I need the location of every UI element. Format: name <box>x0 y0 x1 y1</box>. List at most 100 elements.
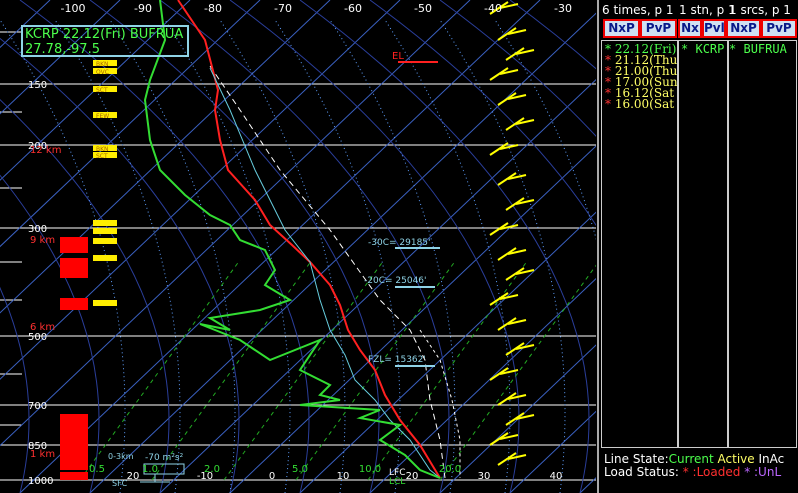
moist-adiabat <box>109 19 236 493</box>
time-item[interactable]: * 21.00(Thu <box>605 64 678 78</box>
time-item[interactable]: * 17.00(Sun <box>605 75 678 89</box>
stations-header: 1 stn, p 1 <box>679 3 736 17</box>
lfc-label: LFC <box>389 468 405 478</box>
top-temp-label: -100 <box>61 2 86 15</box>
wind-barb <box>497 452 517 466</box>
wind-barb <box>505 197 525 211</box>
moist-adiabat <box>54 19 181 493</box>
wetbulb-line <box>209 67 441 479</box>
stations-next-page-button[interactable]: Nx <box>678 19 702 38</box>
moist-adiabat <box>0 19 126 493</box>
cloud-layer-marker <box>93 152 117 158</box>
wind-barb-flag <box>499 144 519 150</box>
mixing-ratio-line <box>79 259 241 481</box>
isotherm-line <box>89 12 596 493</box>
isotherm-line <box>299 211 596 493</box>
wind-barb-flag <box>507 454 527 460</box>
time-item[interactable]: * 22.12(Fri) <box>605 42 677 56</box>
height-block <box>60 298 88 310</box>
pressure-label: 1000 <box>28 476 53 487</box>
cloud-layer-marker <box>93 68 117 74</box>
pressure-label: 700 <box>28 401 47 412</box>
dewpoint-line <box>143 0 441 479</box>
times-prev-page-button[interactable]: PvP <box>640 19 677 38</box>
isotherm-line <box>0 0 261 248</box>
cloud-cover-label: SCT <box>96 87 108 94</box>
dry-adiabat <box>89 0 380 493</box>
stations-list: * KCRP <box>678 40 728 448</box>
cloud-layer-marker <box>93 86 117 92</box>
sources-next-page-button[interactable]: NxP <box>726 19 761 38</box>
lcl-label: LCL <box>389 477 405 487</box>
wind-barb <box>489 67 509 81</box>
helicity-box <box>143 463 185 475</box>
wind-barb <box>497 392 517 406</box>
dry-adiabat <box>299 0 590 493</box>
wind-barb <box>489 367 509 381</box>
pressure-label: 200 <box>28 141 47 152</box>
wind-barb-flag <box>499 434 519 440</box>
moist-adiabat <box>219 19 346 493</box>
cloud-cover-label: FEW <box>96 113 109 120</box>
minus20-label: -20C= 25046' <box>364 276 427 286</box>
helicity-label: -70 m²s² <box>145 453 184 463</box>
height-block <box>60 440 88 470</box>
sources-prev-page-button[interactable]: PvP <box>761 19 797 38</box>
isotherm-line <box>509 410 596 493</box>
dry-adiabat <box>0 99 170 493</box>
isotherm-line <box>0 0 121 115</box>
isotherm-line <box>229 145 596 493</box>
isotherm-line <box>439 344 596 493</box>
wind-barb-flag <box>499 369 519 375</box>
isotherm-line <box>369 278 596 493</box>
bottom-temp-label: 20 <box>127 471 140 482</box>
sources-header: 1 srcs, p 1 <box>729 3 791 17</box>
wind-barb-flag <box>515 49 535 55</box>
virtual-temp-trace <box>419 329 461 478</box>
cloud-cover-label: SCT <box>96 153 108 160</box>
time-item[interactable]: * 16.12(Sat <box>605 86 675 100</box>
wind-barb-flag <box>499 224 519 230</box>
control-panel: 6 times, p 1 1 stn, p 1 1 srcs, p 1 NxP … <box>597 0 798 493</box>
skewt-plot[interactable]: -100 -90 -80 -70 -60 -50 -40 -30 150 200 300 500 700… <box>0 0 596 493</box>
cloud-layer-marker <box>93 112 117 118</box>
top-temp-label: -50 <box>414 2 432 15</box>
times-header: 6 times, p 1 <box>602 3 674 17</box>
cloud-cover-label: BKN <box>96 146 109 153</box>
cloud-layer-marker <box>93 60 117 66</box>
wind-barb <box>505 117 525 131</box>
moist-adiabat <box>164 19 291 493</box>
helicity-layer-label: 0-3km <box>108 452 134 461</box>
wind-barb-flag <box>499 69 519 75</box>
mixing-ratio-label: 20.0 <box>439 464 461 475</box>
moist-adiabat <box>384 19 511 493</box>
top-temp-label: -70 <box>274 2 292 15</box>
top-temp-label: -90 <box>134 2 152 15</box>
moist-adiabat <box>494 19 596 241</box>
station-label: KCRP 22.12(Fri) BUFRUA 27.78,-97.5 <box>21 25 189 57</box>
times-next-page-button[interactable]: NxP <box>603 19 640 38</box>
wind-barb-flag <box>515 344 535 350</box>
cloud-cover-label: OVC <box>96 69 109 76</box>
wind-barb-flag <box>515 199 535 205</box>
top-temp-label: -60 <box>344 2 362 15</box>
dry-adiabat <box>0 37 240 493</box>
pressure-label: 300 <box>28 224 47 235</box>
load-status-legend: Load Status: * :Loaded * :UnL <box>604 465 782 479</box>
station-item[interactable]: * KCRP <box>681 42 725 56</box>
wind-barb <box>497 317 517 331</box>
dry-adiabat <box>0 174 100 493</box>
sfc-label: SFC <box>112 479 128 488</box>
time-item[interactable]: * 16.00(Sat <box>605 97 675 111</box>
wind-barb <box>489 222 509 236</box>
stations-prev-page-button[interactable]: Pvl <box>702 19 726 38</box>
time-item[interactable]: * 21.12(Thu <box>605 53 678 67</box>
source-item[interactable]: * BUFRUA <box>729 42 787 56</box>
cloud-layer-marker <box>93 255 117 261</box>
wind-barb <box>505 412 525 426</box>
wind-barb <box>489 142 509 156</box>
mixing-ratio-lines <box>79 259 596 481</box>
wind-barb <box>505 342 525 356</box>
height-block <box>60 414 88 440</box>
cloud-layer-marker <box>93 145 117 151</box>
